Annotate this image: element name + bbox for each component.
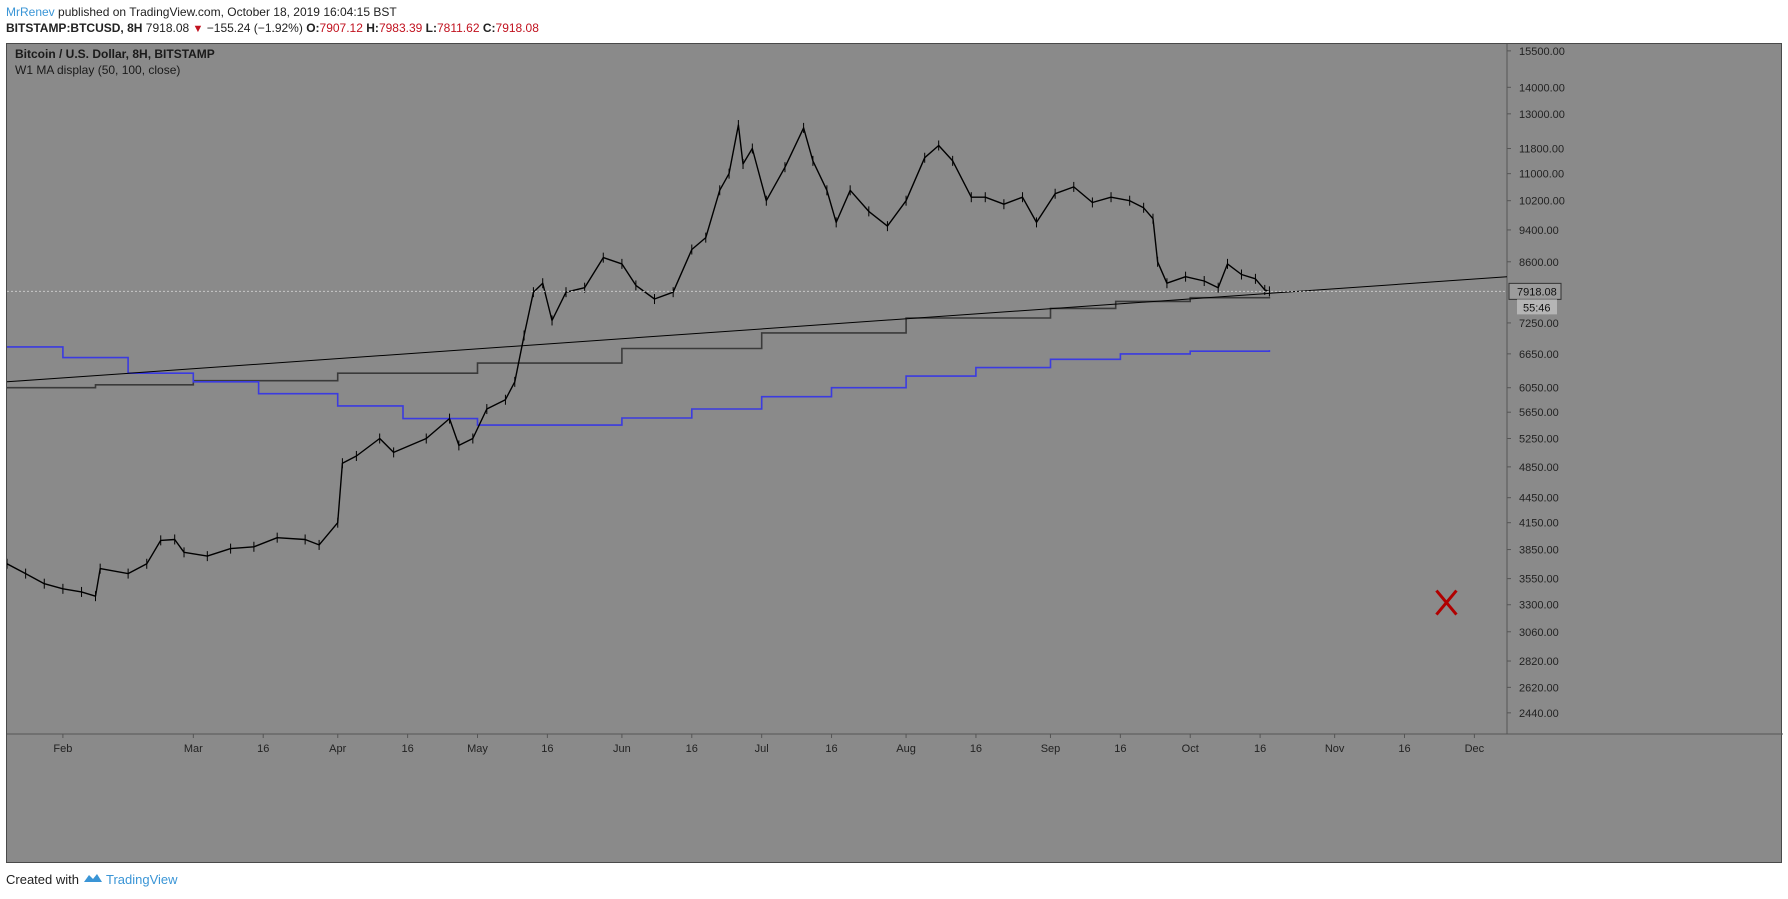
y-tick-label: 6050.00 — [1519, 383, 1559, 395]
close-label: C: — [482, 21, 496, 35]
y-tick-label: 3060.00 — [1519, 627, 1559, 639]
y-tick-label: 4450.00 — [1519, 493, 1559, 505]
low-value: 7811.62 — [437, 21, 480, 35]
published-text: published on TradingView.com, October 18… — [58, 5, 397, 19]
price-change: −155.24 (−1.92%) — [206, 21, 303, 35]
author-link[interactable]: MrRenev — [6, 5, 55, 19]
y-tick-label: 14000.00 — [1519, 82, 1565, 94]
y-tick-label: 4850.00 — [1519, 462, 1559, 474]
x-tick-label: Jun — [613, 743, 631, 755]
created-with-text: Created with — [6, 872, 79, 887]
x-tick-label: 16 — [541, 743, 553, 755]
price-series — [7, 120, 1270, 602]
countdown-tag-text: 55:46 — [1523, 302, 1551, 314]
y-tick-label: 3300.00 — [1519, 600, 1559, 612]
open-value: 7907.12 — [319, 21, 363, 35]
open-label: O: — [306, 21, 320, 35]
y-tick-label: 2820.00 — [1519, 656, 1559, 668]
last-price-tag-text: 7918.08 — [1517, 286, 1557, 298]
down-triangle-icon: ▼ — [192, 23, 204, 35]
y-tick-label: 5650.00 — [1519, 407, 1559, 419]
y-tick-label: 8600.00 — [1519, 257, 1559, 269]
x-tick-label: 16 — [1254, 743, 1266, 755]
low-label: L: — [425, 21, 437, 35]
y-tick-label: 2620.00 — [1519, 682, 1559, 694]
y-tick-label: 10200.00 — [1519, 196, 1565, 208]
y-tick-label: 11800.00 — [1519, 144, 1564, 156]
tradingview-logo-icon — [83, 872, 106, 887]
x-tick-label: Oct — [1182, 743, 1199, 755]
x-tick-label: Jul — [755, 743, 769, 755]
high-value: 7983.39 — [378, 21, 423, 35]
x-tick-label: Feb — [53, 743, 72, 755]
price-line — [7, 124, 1270, 597]
x-tick-label: 16 — [401, 743, 413, 755]
high-label: H: — [366, 21, 379, 35]
x-tick-label: 16 — [825, 743, 837, 755]
ma50-line — [7, 296, 1271, 389]
chart-panel[interactable]: Bitcoin / U.S. Dollar, 8H, BITSTAMP W1 MA… — [6, 43, 1783, 864]
y-tick-label: 7250.00 — [1519, 318, 1559, 330]
last-price: 7918.08 — [145, 21, 190, 35]
x-tick-label: Nov — [1325, 743, 1345, 755]
y-tick-label: 13000.00 — [1519, 109, 1565, 121]
chart-title: Bitcoin / U.S. Dollar, 8H, BITSTAMP — [15, 47, 215, 61]
x-tick-label: 16 — [1398, 743, 1410, 755]
price-chart[interactable]: Bitcoin / U.S. Dollar, 8H, BITSTAMP W1 MA… — [7, 44, 1783, 864]
cross-marker-icon — [1435, 589, 1458, 616]
y-tick-label: 2440.00 — [1519, 708, 1559, 720]
x-tick-label: Apr — [329, 743, 346, 755]
y-tick-label: 11000.00 — [1519, 169, 1564, 181]
y-tick-label: 4150.00 — [1519, 518, 1559, 530]
symbol-text: BITSTAMP:BTCUSD, 8H — [6, 21, 143, 35]
trend-line — [7, 276, 1508, 383]
y-tick-label: 5250.00 — [1519, 433, 1559, 445]
x-tick-label: 16 — [686, 743, 698, 755]
indicator-label: W1 MA display (50, 100, close) — [15, 63, 180, 77]
ma100-line — [7, 346, 1271, 426]
cross-stroke — [1435, 589, 1458, 616]
x-tick-label: 16 — [257, 743, 269, 755]
y-tick-label: 6650.00 — [1519, 349, 1559, 361]
x-tick-label: 16 — [970, 743, 982, 755]
y-tick-label: 9400.00 — [1519, 225, 1559, 237]
y-tick-label: 3850.00 — [1519, 545, 1559, 557]
x-tick-label: Mar — [184, 743, 203, 755]
x-tick-label: May — [467, 743, 488, 755]
x-tick-label: Sep — [1041, 743, 1061, 755]
tradingview-link[interactable]: TradingView — [106, 872, 178, 887]
x-tick-label: 16 — [1114, 743, 1126, 755]
x-tick-label: Aug — [896, 743, 916, 755]
footer: Created with TradingView — [6, 872, 178, 887]
x-tick-label: Dec — [1465, 743, 1485, 755]
close-value: 7918.08 — [495, 21, 539, 35]
symbol-quote-bar: BITSTAMP:BTCUSD, 8H 7918.08 ▼ −155.24 (−… — [6, 20, 539, 37]
publish-header: MrRenev published on TradingView.com, Oc… — [6, 4, 397, 20]
y-tick-label: 15500.00 — [1519, 46, 1565, 58]
y-tick-label: 3550.00 — [1519, 574, 1559, 586]
countdown-tag — [1517, 299, 1557, 315]
